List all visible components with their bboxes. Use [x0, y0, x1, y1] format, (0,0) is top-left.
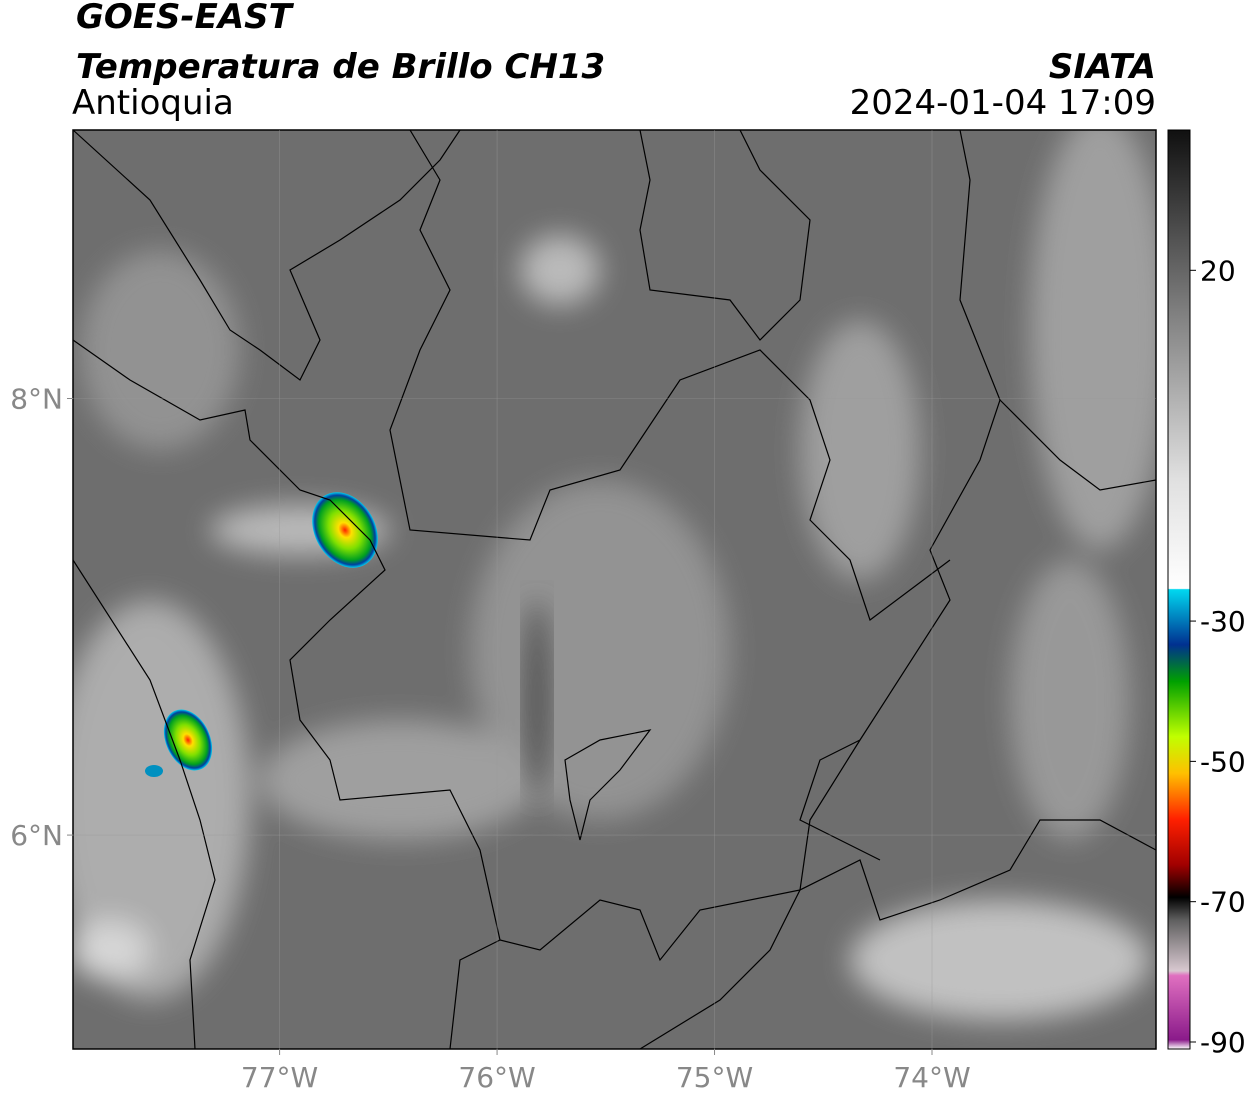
x-tick-label: 76°W: [458, 1061, 535, 1094]
title: GOES-EAST: [76, 0, 295, 37]
map-frame: [72, 129, 1157, 1050]
subtitle: Temperatura de Brillo CH13: [76, 47, 605, 87]
x-tick-label: 74°W: [893, 1061, 970, 1094]
y-tick-label: 8°N: [10, 382, 63, 415]
datetime: 2024-01-04 17:09: [850, 83, 1156, 123]
colorbar-tick-label: -30: [1200, 605, 1246, 638]
x-tick-label: 77°W: [241, 1061, 318, 1094]
source: SIATA: [1049, 47, 1156, 87]
y-tick-label: 6°N: [10, 819, 63, 852]
colorbar-tick-label: -70: [1200, 886, 1246, 919]
colorbar-tick-label: -90: [1200, 1026, 1246, 1059]
map-image: [73, 130, 1156, 1049]
region: Antioquia: [72, 83, 234, 123]
colorbar-tick-label: 20: [1200, 254, 1236, 287]
x-tick-label: 75°W: [676, 1061, 753, 1094]
colorbar: [1167, 129, 1191, 1050]
colorbar-tick-label: -50: [1200, 745, 1246, 778]
